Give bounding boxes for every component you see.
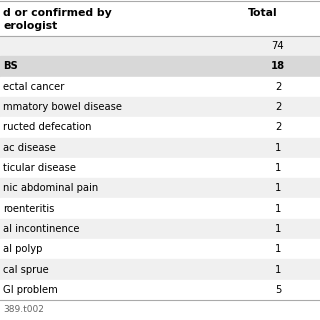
Bar <box>0 158 320 178</box>
Bar <box>0 97 320 117</box>
Text: nic abdominal pain: nic abdominal pain <box>3 183 98 193</box>
Text: GI problem: GI problem <box>3 285 58 295</box>
Bar <box>0 76 320 97</box>
Text: 1: 1 <box>275 183 281 193</box>
Text: al incontinence: al incontinence <box>3 224 79 234</box>
Text: 5: 5 <box>275 285 281 295</box>
Text: 1: 1 <box>275 143 281 153</box>
Text: 74: 74 <box>272 41 284 51</box>
Text: 2: 2 <box>275 82 281 92</box>
Bar <box>0 198 320 219</box>
Bar <box>0 117 320 138</box>
Text: cal sprue: cal sprue <box>3 265 49 275</box>
Text: 1: 1 <box>275 224 281 234</box>
Bar <box>0 260 320 280</box>
Text: 1: 1 <box>275 163 281 173</box>
Text: 389.t002: 389.t002 <box>3 305 44 314</box>
Bar <box>0 239 320 260</box>
Text: mmatory bowel disease: mmatory bowel disease <box>3 102 122 112</box>
Text: Total: Total <box>248 8 278 18</box>
Text: 1: 1 <box>275 204 281 214</box>
Bar <box>0 219 320 239</box>
Text: d or confirmed by
erologist: d or confirmed by erologist <box>3 8 112 31</box>
Text: 1: 1 <box>275 265 281 275</box>
Bar <box>0 36 320 56</box>
Bar <box>0 0 320 36</box>
Bar <box>0 280 320 300</box>
Text: roenteritis: roenteritis <box>3 204 54 214</box>
Text: ticular disease: ticular disease <box>3 163 76 173</box>
Text: ructed defecation: ructed defecation <box>3 122 92 132</box>
Text: 1: 1 <box>275 244 281 254</box>
Text: al polyp: al polyp <box>3 244 42 254</box>
Bar <box>0 56 320 76</box>
Bar <box>0 178 320 198</box>
Text: 18: 18 <box>271 61 285 71</box>
Text: ac disease: ac disease <box>3 143 56 153</box>
Text: 2: 2 <box>275 122 281 132</box>
Bar <box>0 138 320 158</box>
Text: BS: BS <box>3 61 18 71</box>
Text: 2: 2 <box>275 102 281 112</box>
Text: ectal cancer: ectal cancer <box>3 82 64 92</box>
